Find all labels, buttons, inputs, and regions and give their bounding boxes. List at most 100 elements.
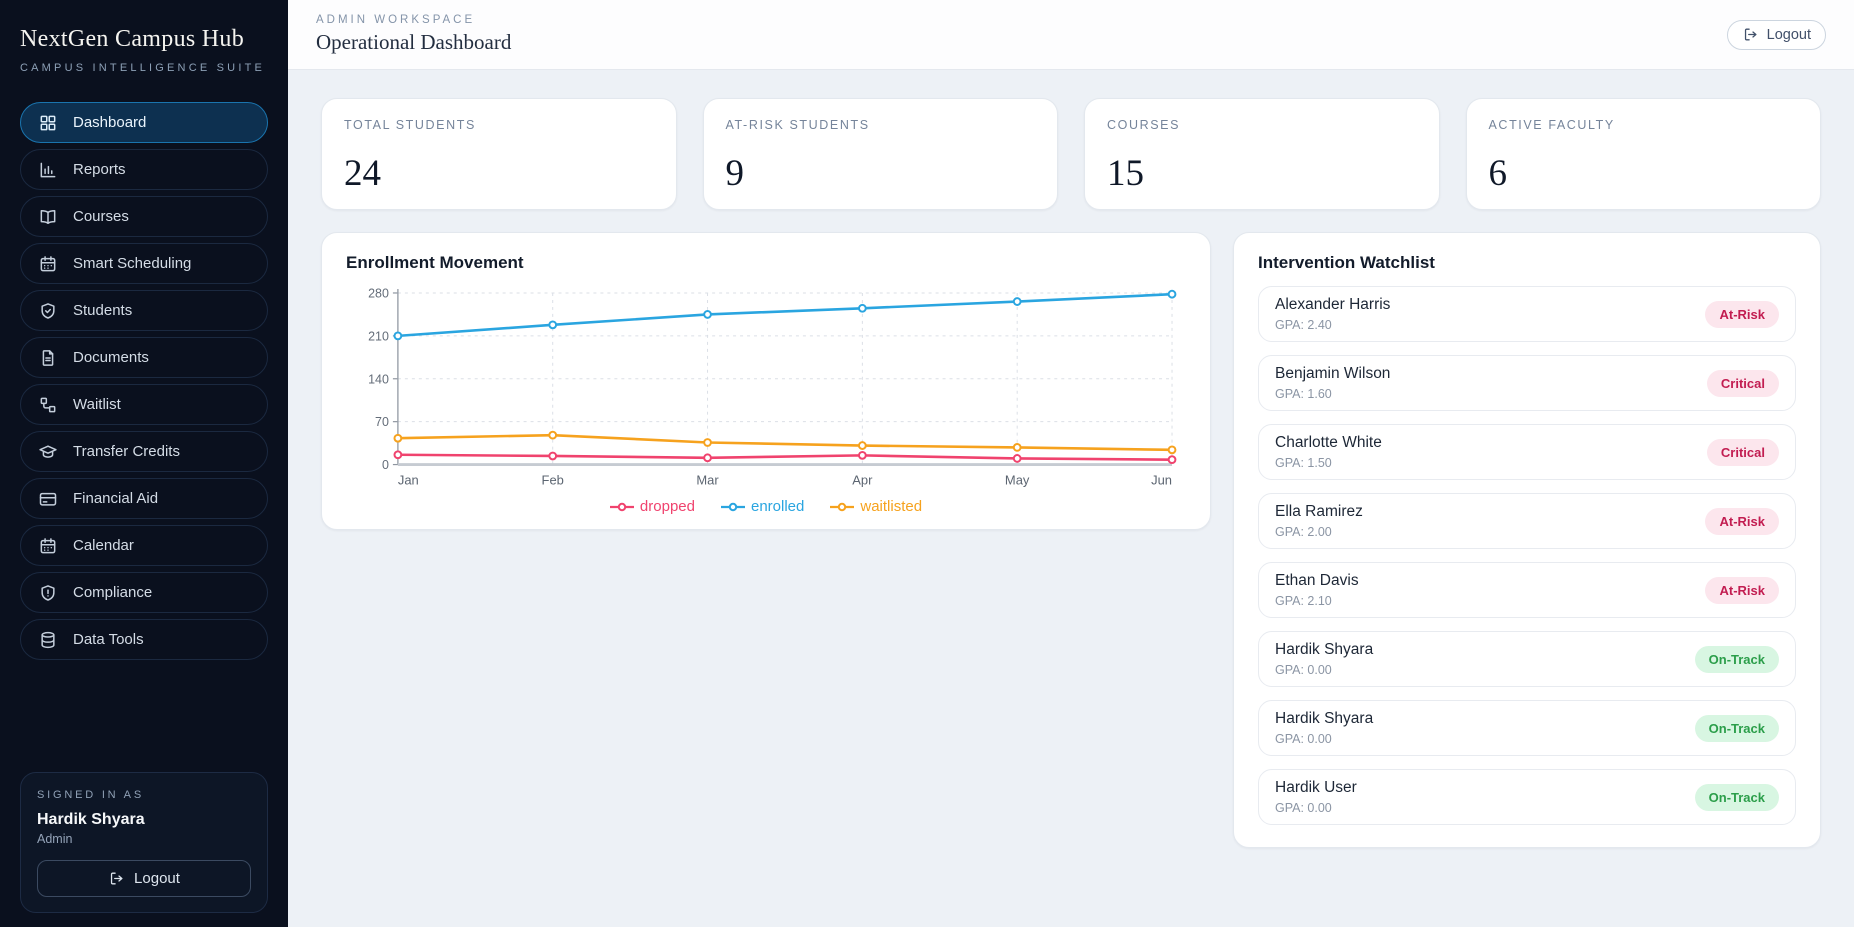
sidebar-item-financial-aid[interactable]: Financial Aid: [20, 478, 268, 519]
watchlist-row[interactable]: Hardik Shyara GPA: 0.00 On-Track: [1258, 700, 1796, 756]
stat-card-active-faculty: ACTIVE FACULTY 6: [1465, 98, 1821, 210]
sidebar-item-reports[interactable]: Reports: [20, 149, 268, 190]
status-badge: On-Track: [1694, 783, 1779, 811]
sidebar-item-label: Compliance: [73, 584, 153, 601]
student-gpa: GPA: 1.60: [1275, 387, 1332, 401]
legend-label: dropped: [639, 498, 695, 516]
sidebar-item-waitlist[interactable]: Waitlist: [20, 384, 268, 425]
svg-text:Jan: Jan: [398, 473, 419, 488]
sidebar-item-label: Calendar: [73, 537, 134, 554]
student-name: Hardik User: [1275, 779, 1357, 796]
student-name: Alexander Harris: [1275, 296, 1391, 313]
student-gpa: GPA: 0.00: [1275, 663, 1332, 677]
status-badge: At-Risk: [1705, 576, 1779, 604]
sidebar-item-smart-scheduling[interactable]: Smart Scheduling: [20, 243, 268, 284]
sidebar-item-label: Transfer Credits: [73, 443, 180, 460]
student-name: Charlotte White: [1275, 434, 1382, 451]
sidebar-logout-label: Logout: [134, 870, 180, 887]
graduation-cap-icon: [38, 442, 58, 462]
signed-in-role: Admin: [37, 832, 73, 846]
student-gpa: GPA: 2.00: [1275, 525, 1332, 539]
watchlist-row[interactable]: Hardik Shyara GPA: 0.00 On-Track: [1258, 631, 1796, 687]
watchlist-row[interactable]: Charlotte White GPA: 1.50 Critical: [1258, 424, 1796, 480]
svg-text:140: 140: [368, 372, 389, 386]
status-badge: At-Risk: [1705, 507, 1779, 535]
sidebar-item-courses[interactable]: Courses: [20, 196, 268, 237]
header-logout-button[interactable]: Logout: [1726, 19, 1826, 50]
sidebar-nav: Dashboard Reports Courses Smart Scheduling S…: [20, 102, 268, 660]
app-title: NextGen Campus Hub: [20, 26, 245, 52]
svg-text:0: 0: [382, 458, 389, 472]
watchlist-title: Intervention Watchlist: [1258, 253, 1435, 272]
student-name: Ethan Davis: [1275, 572, 1359, 589]
watchlist-row[interactable]: Ethan Davis GPA: 2.10 At-Risk: [1258, 562, 1796, 618]
signed-in-name: Hardik Shyara: [37, 811, 145, 828]
app-tagline: CAMPUS INTELLIGENCE SUITE: [20, 62, 266, 74]
sidebar-item-label: Documents: [73, 349, 149, 366]
student-gpa: GPA: 1.50: [1275, 456, 1332, 470]
student-name: Ella Ramirez: [1275, 503, 1363, 520]
stat-value: 6: [1488, 153, 1508, 194]
sidebar: NextGen Campus Hub CAMPUS INTELLIGENCE S…: [0, 0, 288, 927]
sidebar-item-documents[interactable]: Documents: [20, 337, 268, 378]
svg-text:280: 280: [368, 286, 389, 300]
sidebar-item-label: Reports: [73, 161, 126, 178]
sidebar-item-label: Students: [73, 302, 133, 319]
svg-text:May: May: [1005, 473, 1030, 488]
legend-marker-icon: [830, 502, 855, 512]
sidebar-item-data-tools[interactable]: Data Tools: [20, 619, 268, 660]
watchlist-row[interactable]: Alexander Harris GPA: 2.40 At-Risk: [1258, 286, 1796, 342]
stats-row: TOTAL STUDENTS 24 AT-RISK STUDENTS 9 COURSES…: [321, 98, 1821, 210]
watchlist-student-info: Hardik Shyara GPA: 0.00: [1275, 710, 1373, 746]
calendar-icon: [38, 254, 58, 274]
watchlist-student-info: Alexander Harris GPA: 2.40: [1275, 296, 1390, 332]
watchlist-student-info: Ethan Davis GPA: 2.10: [1275, 572, 1359, 608]
stat-label: AT-RISK STUDENTS: [725, 118, 870, 132]
watchlist-row[interactable]: Ella Ramirez GPA: 2.00 At-Risk: [1258, 493, 1796, 549]
signed-in-label: SIGNED IN AS: [37, 789, 144, 801]
stat-value: 15: [1107, 153, 1144, 194]
signed-in-card: SIGNED IN AS Hardik Shyara Admin Logout: [20, 772, 268, 913]
stat-value: 9: [725, 153, 745, 194]
student-gpa: GPA: 0.00: [1275, 732, 1332, 746]
sidebar-item-transfer-credits[interactable]: Transfer Credits: [20, 431, 268, 472]
legend-item-enrolled[interactable]: enrolled: [720, 498, 804, 515]
credit-card-icon: [38, 489, 58, 509]
watchlist-row[interactable]: Hardik User GPA: 0.00 On-Track: [1258, 769, 1796, 825]
sidebar-logout-button[interactable]: Logout: [37, 860, 251, 897]
top-header: ADMIN WORKSPACE Operational Dashboard Lo…: [288, 0, 1854, 70]
stat-label: ACTIVE FACULTY: [1488, 118, 1615, 132]
watchlist-student-info: Hardik User GPA: 0.00: [1275, 779, 1357, 815]
student-name: Hardik Shyara: [1275, 710, 1374, 727]
workflow-icon: [38, 395, 58, 415]
dashboard-grid-icon: [38, 113, 58, 133]
svg-text:70: 70: [375, 415, 389, 429]
status-badge: Critical: [1706, 369, 1779, 397]
shield-check-icon: [38, 301, 58, 321]
legend-item-waitlisted[interactable]: waitlisted: [830, 498, 922, 515]
sidebar-item-compliance[interactable]: Compliance: [20, 572, 268, 613]
sidebar-item-label: Data Tools: [73, 631, 144, 648]
status-badge: On-Track: [1694, 714, 1779, 742]
header-titles: ADMIN WORKSPACE Operational Dashboard: [316, 14, 511, 55]
legend-label: waitlisted: [860, 498, 923, 516]
status-badge: Critical: [1706, 438, 1779, 466]
legend-item-dropped[interactable]: dropped: [609, 498, 695, 516]
svg-text:210: 210: [368, 329, 389, 343]
sidebar-item-label: Financial Aid: [73, 490, 159, 507]
status-badge: At-Risk: [1705, 300, 1779, 328]
chart-legend: dropped enrolled waitlisted: [346, 498, 1186, 515]
enrollment-line-chart: 0 70 140 210 280 Jan Feb Mar Apr May Jun dropped en…: [346, 283, 1186, 515]
sidebar-item-calendar[interactable]: Calendar: [20, 525, 268, 566]
status-badge: On-Track: [1694, 645, 1779, 673]
stat-card-courses: COURSES 15: [1084, 98, 1440, 210]
watchlist-student-info: Charlotte White GPA: 1.50: [1275, 434, 1382, 470]
sidebar-item-dashboard[interactable]: Dashboard: [20, 102, 268, 143]
sidebar-item-students[interactable]: Students: [20, 290, 268, 331]
panels-row: Enrollment Movement 0 70 140 210 280 Jan Feb Ma…: [321, 232, 1821, 848]
intervention-watchlist-card: Intervention Watchlist Alexander Harris G…: [1233, 232, 1821, 848]
svg-text:Apr: Apr: [852, 473, 873, 488]
svg-text:Feb: Feb: [542, 473, 564, 488]
bar-chart-icon: [38, 160, 58, 180]
watchlist-row[interactable]: Benjamin Wilson GPA: 1.60 Critical: [1258, 355, 1796, 411]
